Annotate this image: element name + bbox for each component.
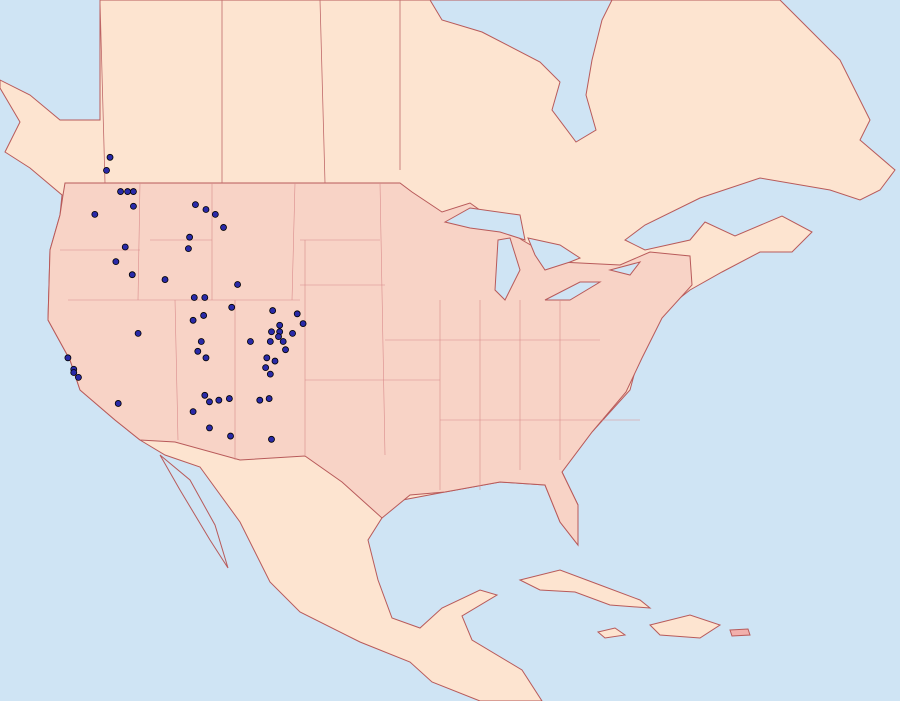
gulf-of-california: [159, 454, 229, 569]
occurrence-point: [128, 271, 136, 279]
occurrence-point: [185, 245, 192, 253]
great-lakes: [544, 281, 602, 301]
occurrence-point: [206, 424, 213, 432]
occurrence-point: [124, 188, 131, 195]
occurrence-point: [211, 210, 219, 218]
hudson-bay: [429, 0, 613, 143]
occurrence-point: [201, 391, 209, 399]
occurrence-point: [106, 153, 114, 161]
occurrence-point: [91, 210, 99, 218]
occurrence-point: [265, 395, 273, 402]
occurrence-point: [268, 435, 275, 443]
occurrence-point: [70, 369, 78, 376]
occurrence-point: [103, 166, 110, 174]
occurrence-point: [228, 303, 236, 311]
occurrence-point: [293, 310, 301, 318]
occurrence-point: [117, 188, 124, 195]
occurrence-point: [192, 201, 199, 209]
occurrence-point: [134, 329, 142, 337]
great-lakes: [443, 207, 526, 241]
occurrence-point: [271, 357, 279, 365]
great-lakes: [608, 261, 642, 276]
occurrence-point: [130, 188, 137, 195]
occurrence-points: [64, 153, 307, 443]
occurrence-point: [114, 400, 122, 407]
occurrence-point: [202, 206, 210, 213]
occurrence-point: [256, 396, 264, 404]
occurrence-point: [189, 408, 197, 416]
occurrence-point: [262, 364, 270, 372]
occurrence-point: [227, 432, 234, 440]
occurrence-point: [201, 294, 209, 301]
hispaniola: [649, 614, 722, 639]
occurrence-point: [269, 307, 277, 314]
occurrence-point: [225, 395, 233, 402]
occurrence-point: [215, 396, 223, 404]
occurrence-point: [289, 329, 296, 337]
occurrence-point: [75, 373, 82, 381]
great-lakes: [527, 237, 582, 271]
cuba: [518, 569, 652, 609]
occurrence-point: [263, 354, 271, 362]
occurrence-point: [299, 320, 307, 327]
occurrence-point: [206, 398, 213, 406]
occurrence-point: [266, 370, 274, 378]
occurrence-point: [275, 333, 282, 341]
occurrence-point: [266, 338, 274, 345]
jamaica: [596, 627, 627, 639]
occurrence-point: [121, 243, 129, 251]
occurrence-point: [202, 354, 210, 362]
occurrence-point: [247, 338, 254, 345]
occurrence-point: [189, 316, 197, 324]
occurrence-point: [112, 258, 120, 266]
occurrence-point: [276, 321, 284, 329]
state-borders: [60, 0, 640, 490]
occurrence-point: [161, 276, 169, 283]
great-lakes: [494, 237, 521, 301]
occurrence-point: [64, 354, 72, 362]
occurrence-point: [268, 328, 275, 336]
occurrence-point: [197, 338, 205, 345]
occurrence-point: [194, 347, 202, 355]
occurrence-point: [186, 233, 193, 241]
occurrence-point: [200, 312, 208, 319]
occurrence-point: [279, 338, 287, 345]
occurrence-point: [190, 294, 198, 301]
occurrence-point: [220, 224, 227, 231]
occurrence-point: [282, 346, 289, 354]
occurrence-point: [234, 281, 241, 288]
puerto-rico: [729, 628, 751, 637]
occurrence-point: [130, 202, 137, 210]
